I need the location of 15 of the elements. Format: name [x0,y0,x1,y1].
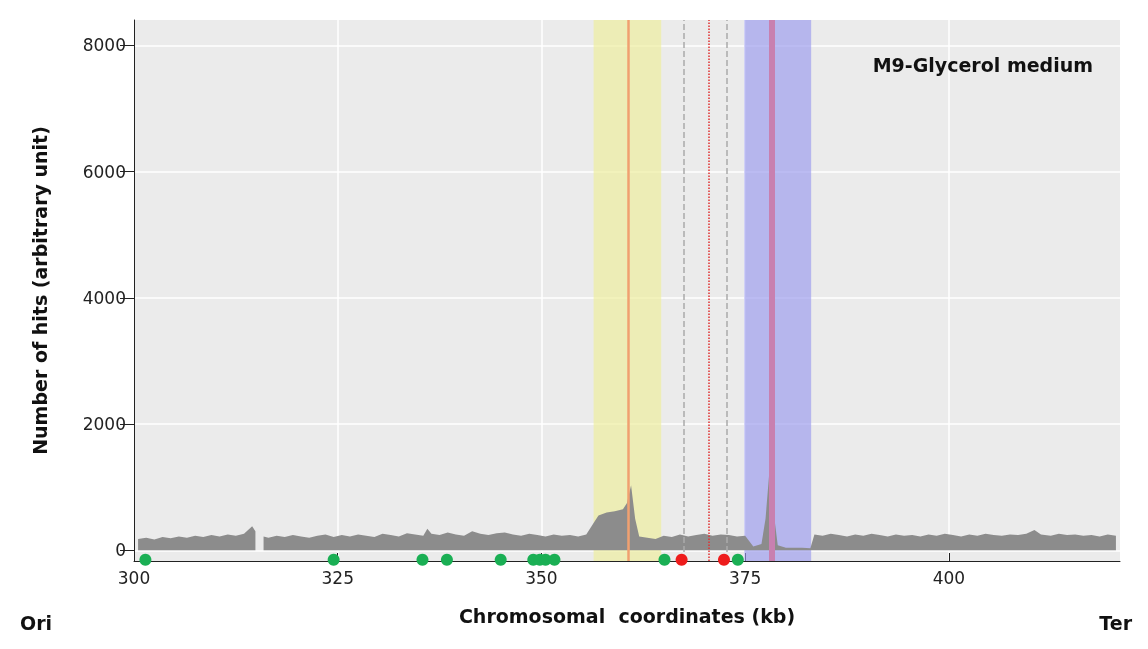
x-tick-label: 375 [728,567,762,588]
y-axis-title: Number of hits (arbitrary unit) [28,126,51,455]
y-tick-label: 8000 [82,35,126,56]
y-tick-label: 6000 [82,161,126,182]
y-tick-label: 4000 [82,287,126,308]
x-tick-label: 400 [932,567,966,588]
x-tick-label: 325 [321,567,354,588]
text: Ter [1099,611,1133,634]
x-tick-label: 300 [117,567,151,588]
x-tick-label: 350 [525,567,558,588]
y-tick-label: 2000 [82,414,126,435]
y-tick-label: 0 [115,540,126,561]
text: Ori [20,611,53,634]
text: M9-Glycerol medium [872,53,1093,76]
x-axis-title: Chromosomal coordinates (kb) [458,604,796,627]
